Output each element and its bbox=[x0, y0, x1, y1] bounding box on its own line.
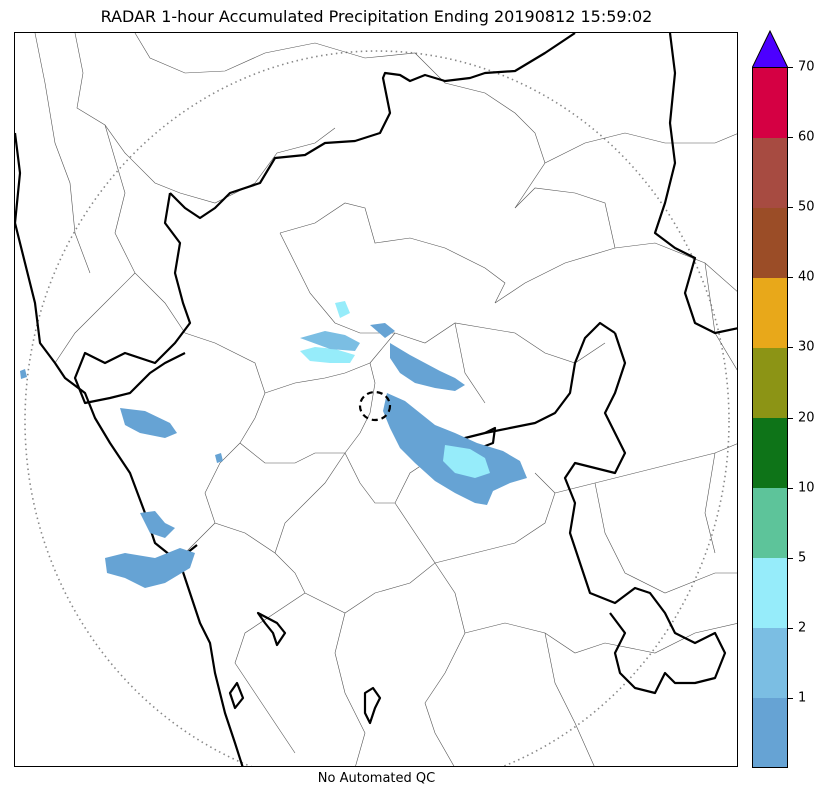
colorbar-bin bbox=[752, 417, 788, 489]
colorbar-label: 50 bbox=[798, 199, 815, 215]
radar-site-marker[interactable] bbox=[358, 390, 392, 422]
colorbar-label: 60 bbox=[798, 129, 815, 145]
colorbar-tick bbox=[788, 487, 793, 489]
colorbar-bin bbox=[752, 557, 788, 629]
colorbar-tick bbox=[788, 627, 793, 629]
colorbar-bin bbox=[752, 487, 788, 559]
colorbar-tick bbox=[788, 67, 793, 68]
colorbar-bin bbox=[752, 67, 788, 138]
colorbar-tick bbox=[788, 277, 793, 279]
colorbar-bin bbox=[752, 207, 788, 278]
chart-title: RADAR 1-hour Accumulated Precipitation E… bbox=[100, 7, 653, 26]
colorbar-label: 40 bbox=[798, 269, 815, 285]
colorbar-tick bbox=[788, 137, 793, 139]
colorbar: 1 2 5 10 20 30 40 50 60 70 bbox=[752, 30, 815, 769]
colorbar-label: 2 bbox=[798, 620, 807, 636]
colorbar-bin bbox=[752, 347, 788, 418]
colorbar-label: 1 bbox=[798, 690, 807, 706]
colorbar-label: 10 bbox=[798, 480, 815, 496]
district-boundaries bbox=[34, 33, 737, 766]
colorbar-tick bbox=[788, 417, 793, 419]
colorbar-label: 20 bbox=[798, 410, 815, 425]
colorbar-tick bbox=[788, 207, 793, 209]
colorbar-label: 30 bbox=[798, 339, 815, 355]
colorbar-tick bbox=[788, 347, 793, 349]
colorbar-tick bbox=[788, 697, 793, 699]
colorbar-extend-arrow bbox=[752, 30, 788, 68]
colorbar-label: 70 bbox=[798, 59, 815, 75]
precip-echoes bbox=[20, 301, 527, 588]
map-canvas bbox=[15, 33, 737, 766]
colorbar-bin bbox=[752, 277, 788, 348]
colorbar-border bbox=[752, 67, 788, 768]
radar-map[interactable] bbox=[14, 32, 738, 767]
colorbar-tick bbox=[788, 557, 793, 559]
state-boundaries bbox=[15, 33, 737, 766]
colorbar-bin bbox=[752, 627, 788, 699]
qc-note: No Automated QC bbox=[317, 771, 436, 786]
colorbar-bin bbox=[752, 137, 788, 208]
colorbar-label: 5 bbox=[798, 550, 807, 566]
colorbar-bin bbox=[752, 697, 788, 769]
radar-range-ring bbox=[24, 50, 730, 766]
